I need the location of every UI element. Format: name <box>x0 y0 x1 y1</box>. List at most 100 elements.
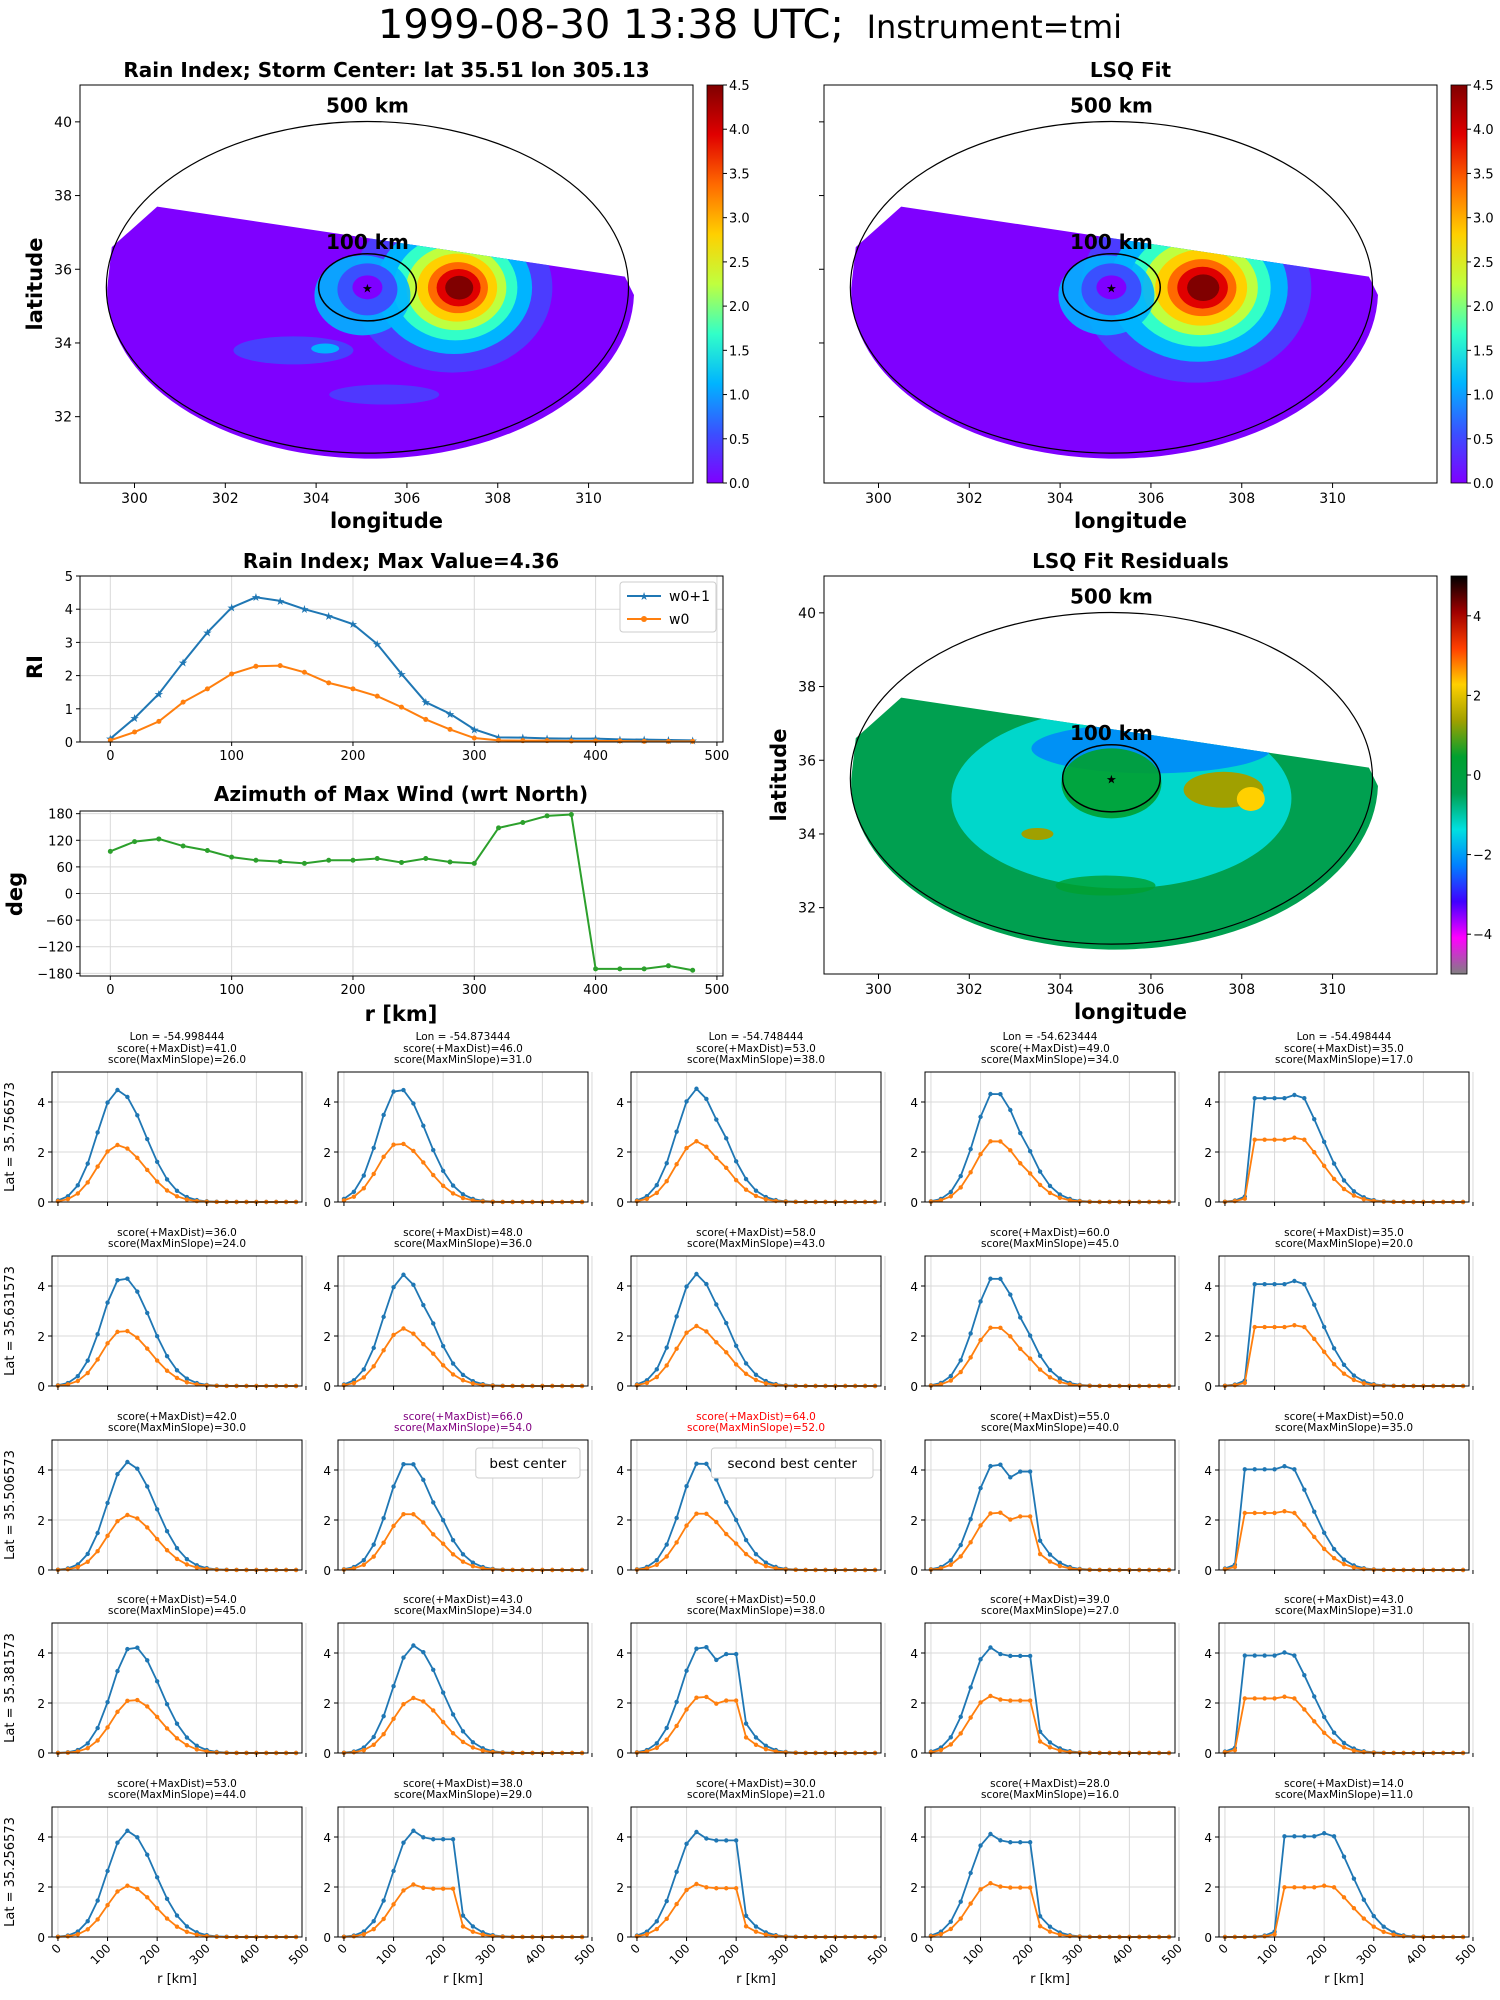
label-100km: 100 km <box>326 230 409 254</box>
data-point <box>164 1188 170 1193</box>
data-point <box>684 1330 689 1335</box>
data-point <box>724 1499 729 1505</box>
data-point <box>180 699 186 705</box>
data-point <box>1292 1885 1297 1890</box>
series-line <box>636 1830 876 1938</box>
data-point <box>361 1748 366 1753</box>
subplot-x-axis-label: r [km] <box>736 1972 776 1987</box>
data-point <box>361 1562 366 1568</box>
data-point <box>431 1886 436 1891</box>
data-point <box>174 1721 180 1726</box>
x-tick-label: 300 <box>766 1941 792 1967</box>
data-point <box>1282 1464 1287 1469</box>
data-point <box>164 1529 170 1534</box>
data-point <box>85 1370 90 1376</box>
data-point <box>154 1358 160 1363</box>
data-point <box>460 1739 466 1745</box>
subplot-score-maxdist: score(+MaxDist)=28.0 <box>990 1778 1110 1790</box>
data-point <box>125 1883 130 1888</box>
colorbar-tick-label: 4.5 <box>729 79 750 94</box>
data-point <box>1057 1748 1063 1753</box>
data-point <box>75 1191 80 1196</box>
subplot-score-maxdist: score(+MaxDist)=64.0 <box>696 1411 816 1423</box>
legend: ★ w0+1 w0 <box>619 581 717 633</box>
data-point <box>1331 1361 1337 1367</box>
data-point <box>85 1559 90 1565</box>
data-point <box>1321 1530 1327 1535</box>
data-point <box>664 1737 669 1742</box>
data-point <box>753 1372 759 1378</box>
map-title: LSQ Fit Residuals <box>1032 549 1229 573</box>
data-point <box>105 1533 110 1539</box>
data-point <box>115 1471 120 1477</box>
y-tick-label: 4 <box>616 1280 624 1294</box>
chart-frame <box>924 1439 1176 1571</box>
subplot-lon-label: Lon = -54.748444 <box>709 1031 804 1043</box>
data-point <box>641 966 647 972</box>
data-point <box>998 1651 1003 1657</box>
y-tick-label: 0 <box>616 1931 624 1945</box>
data-point <box>568 812 574 818</box>
subplot-score-maxdist: score(+MaxDist)=48.0 <box>403 1227 523 1239</box>
series-line <box>1224 1884 1464 1938</box>
data-point <box>733 1177 739 1183</box>
data-point <box>978 1657 983 1662</box>
x-tick-label: 200 <box>716 1941 742 1967</box>
colorbar-tick-label: −2 <box>1473 849 1492 864</box>
profile-subplot: 0 2 4 score(+MaxDist)=48.0score(MaxMinSlope… <box>323 1227 593 1394</box>
data-point <box>431 1351 436 1356</box>
y-tick-label: 4 <box>616 1647 624 1661</box>
data-point <box>381 1314 386 1320</box>
data-point <box>361 1375 366 1380</box>
data-point <box>440 1183 446 1189</box>
data-point <box>674 1515 679 1521</box>
data-point <box>1331 1346 1337 1351</box>
profile-subplot: 0 2 4 score(+MaxDist)=66.0score(MaxMinSlope… <box>323 1411 593 1578</box>
map-frame <box>79 84 694 484</box>
data-point <box>1312 1509 1317 1514</box>
data-point <box>694 1139 699 1144</box>
data-point <box>773 1933 779 1939</box>
data-point <box>1351 1748 1357 1753</box>
data-point <box>988 1693 993 1699</box>
profile-subplot: 0 2 4 score(+MaxDist)=35.0score(MaxMinSlope… <box>1204 1227 1474 1394</box>
y-tick-label: 0 <box>616 1380 624 1394</box>
data-point <box>978 1700 983 1705</box>
data-point <box>1381 1929 1386 1935</box>
data-point <box>125 1328 130 1334</box>
data-point <box>115 1889 120 1894</box>
data-point <box>948 1558 953 1563</box>
data-point <box>460 1924 466 1929</box>
x-tick-label: 400 <box>583 749 608 764</box>
chart-frame <box>630 1622 882 1754</box>
y-tick-label: 32 <box>798 901 816 917</box>
data-point <box>1381 1924 1386 1929</box>
data-point <box>145 1658 150 1663</box>
data-point <box>1232 1747 1238 1753</box>
data-point <box>115 1518 120 1524</box>
data-point <box>704 1694 709 1700</box>
y-tick-label: 0 <box>616 1196 624 1210</box>
data-point: ★ <box>397 668 407 681</box>
chart-frame <box>630 1439 882 1571</box>
data-point <box>724 1886 729 1891</box>
x-axis-label: r [km] <box>365 1002 438 1026</box>
data-point <box>135 1645 140 1650</box>
data-point <box>753 1929 759 1934</box>
data-point <box>154 1334 160 1339</box>
data-point <box>421 1477 426 1483</box>
colorbar-tick-label: 4 <box>1473 610 1481 625</box>
data-point <box>763 1563 769 1569</box>
data-point <box>381 1516 386 1521</box>
data-point <box>381 1898 386 1903</box>
subplot-score-maxdist: score(+MaxDist)=66.0 <box>403 1411 523 1423</box>
data-point <box>1252 1096 1257 1101</box>
subplot-score-maxminslope: score(MaxMinSlope)=52.0 <box>687 1422 825 1434</box>
data-point <box>1027 1149 1033 1154</box>
label-500km: 500 km <box>326 94 409 118</box>
data-point <box>1351 1565 1357 1570</box>
data-point <box>684 1284 689 1289</box>
residual-band <box>1055 875 1156 896</box>
data-point <box>968 1516 973 1522</box>
profile-subplot: 0 2 4 score(+MaxDist)=39.0score(MaxMinSlope… <box>910 1594 1180 1761</box>
